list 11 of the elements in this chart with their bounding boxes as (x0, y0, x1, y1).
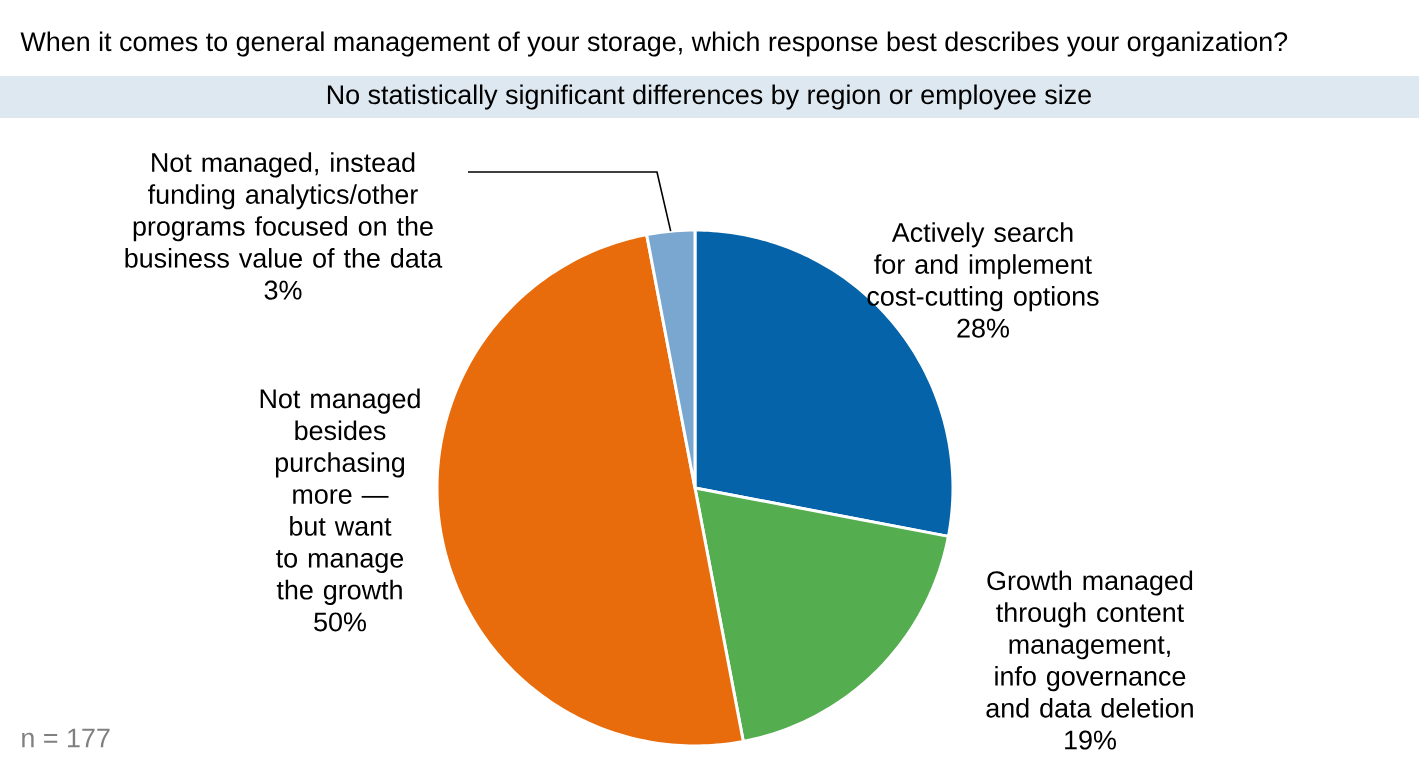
data-label: 28% (957, 318, 1009, 338)
slice-label: Growth managed through content management, info governance and data deletion (986, 570, 1193, 718)
data-label: 3% (264, 280, 302, 300)
data-label: 50% (314, 612, 366, 632)
slice-label: Actively search for and implement cost-cutting options (867, 222, 1099, 312)
chart-title: When it comes to general management of your storage, which response best describes your organization? (20, 31, 1288, 57)
data-label: 19% (1065, 730, 1116, 750)
text: n = 177 (22, 728, 110, 748)
slice-label: Not managed besides purchasing more — but want to manage the growth (260, 388, 420, 605)
slice-label: Not managed, instead funding analytics/other programs focused on the business value of the data (125, 152, 443, 268)
chart-subtitle: No statistically significant differences by region or employee size (327, 84, 1091, 110)
